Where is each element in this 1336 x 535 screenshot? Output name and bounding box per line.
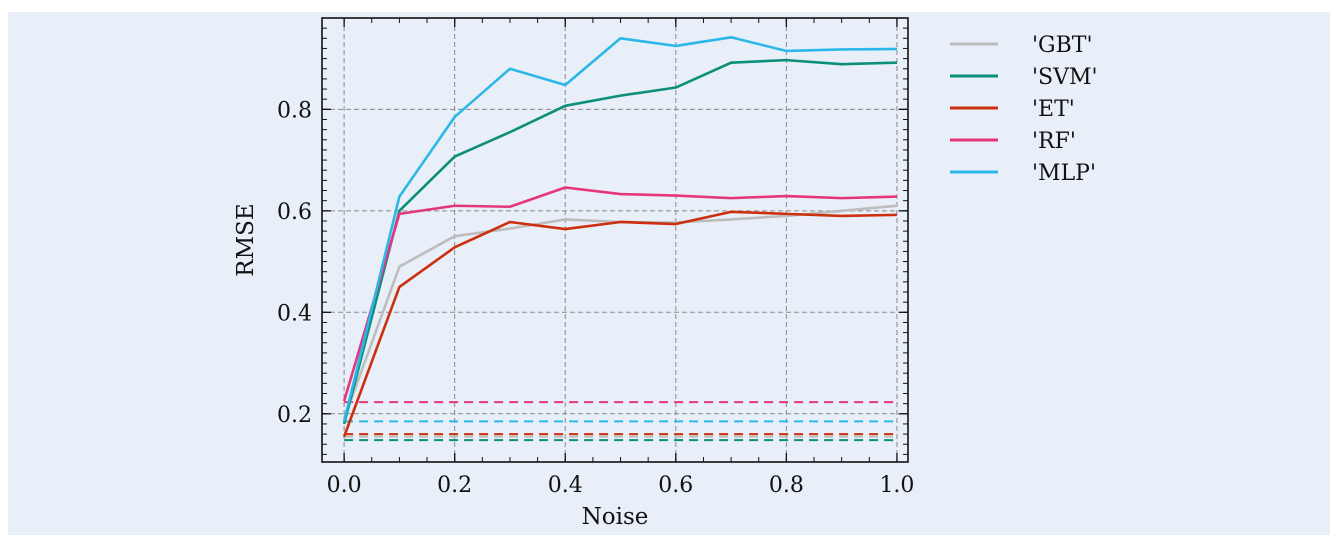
ticks: 0.0 0.2 0.4 0.6 0.8 1.0 0.2 0.4 0.6 0.8 (277, 18, 914, 498)
rmse-vs-noise-line-chart: 0.0 0.2 0.4 0.6 0.8 1.0 0.2 0.4 0.6 0.8 Noise RMS… (233, 17, 1098, 530)
legend-label-mlp: 'MLP' (1032, 161, 1096, 186)
series-line-svm (342, 58, 897, 425)
y-tick-label: 0.2 (277, 403, 312, 428)
legend-label-gbt: 'GBT' (1032, 33, 1093, 58)
x-tick-label: 1.0 (879, 473, 914, 498)
grid (322, 18, 908, 462)
chart-panel: 0.0 0.2 0.4 0.6 0.8 1.0 0.2 0.4 0.6 0.8 Noise RMS… (8, 12, 1330, 535)
x-tick-label: 0.0 (327, 473, 362, 498)
series-lines (342, 35, 898, 438)
y-axis-label: RMSE (233, 203, 259, 276)
series-line-rf (342, 186, 897, 402)
legend-label-rf: 'RF' (1032, 129, 1076, 154)
x-tick-label: 0.8 (769, 473, 804, 498)
baseline-lines (344, 401, 897, 442)
legend: 'GBT' 'SVM' 'ET' 'RF' 'MLP' (950, 33, 1098, 186)
legend-label-svm: 'SVM' (1032, 65, 1098, 90)
x-axis-label: Noise (582, 504, 649, 530)
plot-frame (321, 17, 909, 463)
y-tick-label: 0.4 (277, 301, 312, 326)
x-tick-label: 0.4 (548, 473, 583, 498)
legend-label-et: 'ET' (1032, 97, 1075, 122)
series-line-mlp (342, 35, 897, 422)
x-tick-label: 0.2 (437, 473, 472, 498)
x-tick-label: 0.6 (658, 473, 693, 498)
y-tick-label: 0.8 (277, 98, 312, 123)
series-line-et (342, 210, 897, 438)
y-tick-label: 0.6 (277, 200, 312, 225)
